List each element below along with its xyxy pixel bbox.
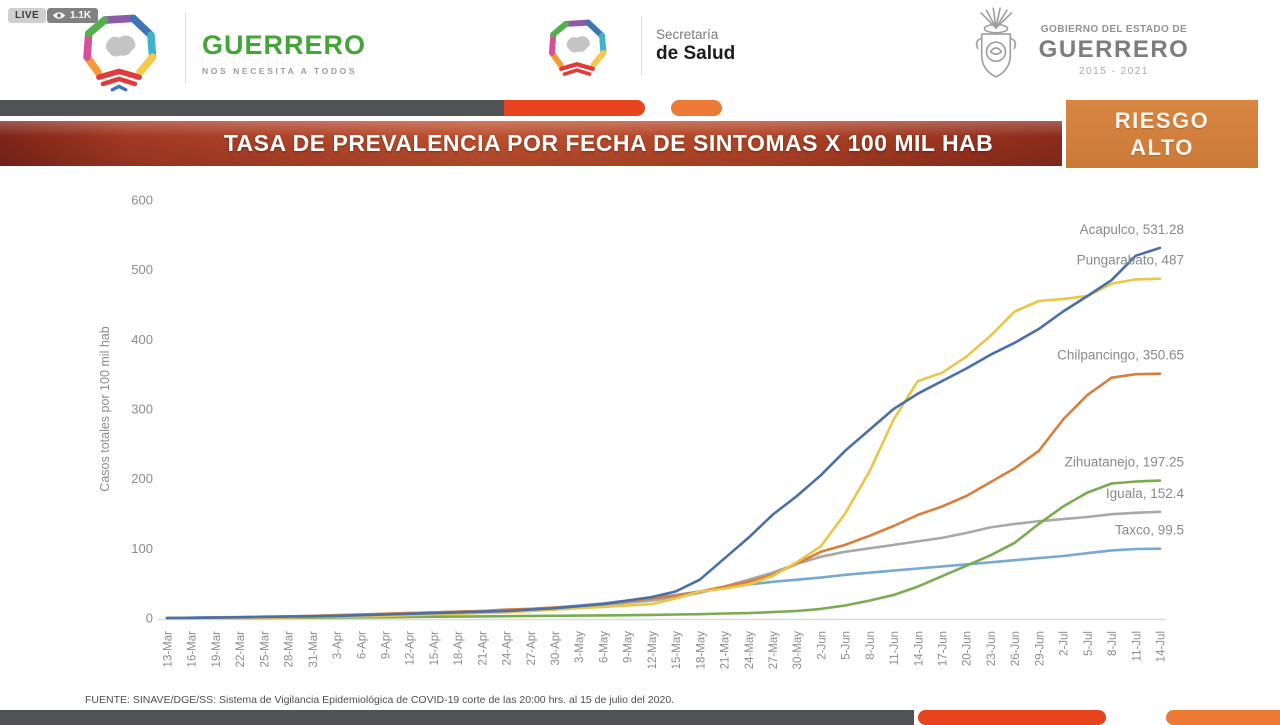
x-tick-label: 16-Mar [187, 631, 199, 668]
series-end-label-chilpancingo: Chilpancingo, 350.65 [1057, 348, 1184, 363]
x-tick-label: 18-May [695, 631, 707, 670]
top-stripe-red [504, 100, 645, 116]
x-tick-label: 8-Jul [1107, 631, 1119, 656]
state-coat-of-arms [975, 7, 1017, 78]
series-end-label-taxco: Taxco, 99.5 [1115, 523, 1184, 538]
y-tick-label: 500 [131, 262, 153, 277]
viewer-count-badge: 1.1K [47, 8, 99, 23]
x-tick-label: 3-May [574, 631, 586, 663]
x-tick-label: 19-Mar [211, 631, 223, 668]
x-tick-label: 18-Apr [453, 631, 465, 666]
guerrero-tagline: NOS NECESITA A TODOS [202, 66, 358, 76]
guerrero-state-silhouette [105, 35, 136, 57]
bottom-stripe-dark [0, 710, 914, 725]
x-tick-label: 22-Mar [235, 631, 247, 668]
series-end-label-iguala: Iguala, 152.4 [1106, 486, 1185, 501]
x-tick-label: 12-May [647, 631, 659, 670]
chart-source-note: FUENTE: SINAVE/DGE/SS: Sistema de Vigila… [85, 694, 675, 706]
x-tick-label: 23-Jun [986, 631, 998, 666]
x-tick-label: 20-Jun [962, 631, 974, 666]
header-divider [641, 16, 642, 76]
y-tick-label: 600 [131, 193, 153, 208]
x-tick-label: 9-Apr [380, 631, 392, 659]
x-tick-label: 6-May [598, 631, 610, 663]
x-tick-label: 30-May [792, 631, 804, 670]
x-tick-label: 24-Apr [502, 631, 514, 666]
x-tick-label: 11-Jun [889, 631, 901, 665]
live-badge: LIVE [8, 8, 47, 23]
x-tick-label: 27-May [768, 631, 780, 670]
y-tick-label: 300 [131, 402, 153, 417]
x-tick-label: 27-Apr [526, 631, 538, 666]
bottom-stripe-red [918, 710, 1106, 725]
guerrero-logo [83, 14, 157, 92]
gobierno-years: 2015 - 2021 [1079, 66, 1149, 77]
page-title: TASA DE PREVALENCIA POR FECHA DE SINTOMA… [223, 130, 994, 156]
eye-icon [52, 12, 66, 19]
series-line-pungarabato [165, 277, 1162, 620]
x-tick-label: 6-Apr [356, 631, 368, 659]
x-tick-label: 3-Apr [332, 631, 344, 659]
gobierno-wordmark: GUERRERO [1038, 36, 1190, 63]
x-tick-label: 17-Jun [938, 631, 950, 666]
x-tick-label: 5-Jun [841, 631, 853, 660]
x-tick-label: 30-Apr [550, 631, 562, 666]
x-tick-label: 11-Jul [1131, 631, 1143, 661]
secretaria-label: Secretaría [656, 27, 719, 42]
risk-level-line2: ALTO [1130, 135, 1194, 160]
series-end-label-pungarabato: Pungarabato, 487 [1077, 253, 1184, 268]
x-tick-label: 5-Jul [1083, 631, 1095, 656]
x-tick-label: 15-Apr [429, 631, 441, 666]
series-line-acapulco [165, 246, 1162, 620]
x-tick-label: 21-Apr [477, 631, 489, 666]
x-tick-label: 14-Jun [913, 631, 925, 666]
x-tick-label: 15-May [671, 631, 683, 670]
x-tick-label: 31-Mar [308, 631, 320, 668]
y-tick-label: 0 [146, 611, 153, 626]
title-banner: TASA DE PREVALENCIA POR FECHA DE SINTOMA… [0, 121, 1062, 166]
x-tick-label: 29-Jun [1034, 631, 1046, 666]
guerrero-wordmark: GUERRERO [202, 30, 367, 60]
prevalence-chart: 0 100 200 300 400 500 600 Casos totales por 100… [98, 193, 1185, 670]
salud-logo [548, 19, 607, 76]
viewer-count: 1.1K [70, 10, 92, 21]
x-tick-label: 2-Jun [816, 631, 828, 660]
top-stripe-orange-pill [671, 100, 722, 116]
series-line-taxco [165, 547, 1162, 620]
top-stripe-dark [0, 100, 504, 116]
x-tick-label: 14-Jul [1156, 631, 1168, 662]
header-divider [185, 12, 186, 84]
x-tick-label: 28-Mar [284, 631, 296, 668]
x-tick-label: 24-May [744, 631, 756, 670]
y-tick-label: 400 [131, 332, 153, 347]
x-tick-label: 2-Jul [1059, 631, 1071, 656]
y-axis-title: Casos totales por 100 mil hab [98, 326, 112, 491]
x-tick-label: 13-Mar [163, 631, 175, 668]
y-tick-label: 100 [131, 541, 153, 556]
de-salud-label: de Salud [656, 43, 736, 64]
series-end-label-acapulco: Acapulco, 531.28 [1080, 222, 1184, 237]
x-tick-label: 12-Apr [405, 631, 417, 666]
x-tick-label: 8-Jun [865, 631, 877, 660]
gobierno-line: GOBIERNO DEL ESTADO DE [1040, 24, 1188, 35]
series-end-label-zihuatanejo: Zihuatanejo, 197.25 [1065, 455, 1184, 470]
bottom-stripe-orange [1166, 710, 1280, 725]
x-tick-label: 9-May [623, 631, 635, 663]
y-tick-label: 200 [131, 471, 153, 486]
series-line-chilpancingo [165, 372, 1162, 620]
x-tick-label: 26-Jun [1010, 631, 1022, 666]
x-tick-label: 25-Mar [259, 631, 271, 668]
x-tick-label: 21-May [720, 631, 732, 670]
risk-badge: RIESGO ALTO [1066, 100, 1258, 168]
risk-level-line1: RIESGO [1114, 107, 1210, 133]
